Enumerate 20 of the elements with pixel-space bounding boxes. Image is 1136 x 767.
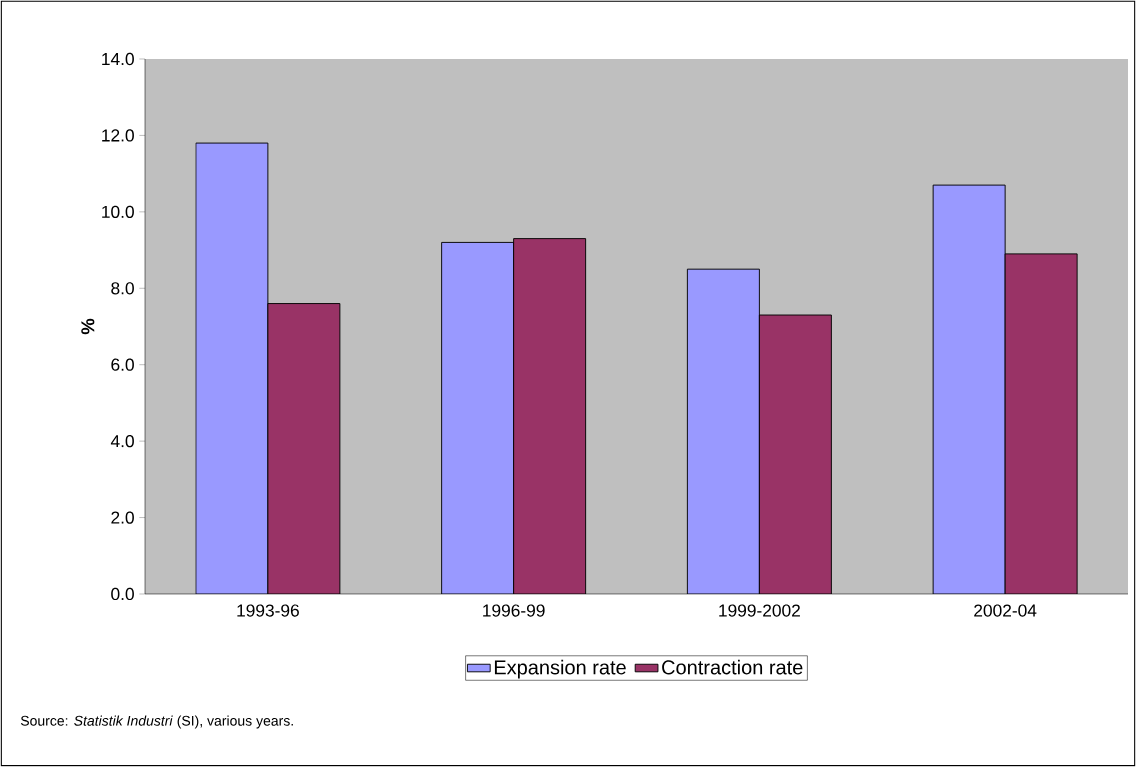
x-tick-label: 1996-99 — [483, 604, 545, 617]
bar — [1004, 253, 1078, 594]
legend-label: Contraction rate — [662, 659, 803, 675]
x-tick-label: 1993-96 — [237, 604, 299, 617]
legend-label: Expansion rate — [494, 659, 626, 679]
y-tick-label: 6.0 — [111, 358, 134, 371]
y-tick-label: 0.0 — [111, 587, 134, 601]
y-tick-label: 12.0 — [102, 129, 134, 142]
y-tick-label: 4.0 — [110, 434, 134, 448]
source-note: Source: Statistik Industri (SI), various years. — [20, 715, 293, 729]
y-tick-label: 10.0 — [102, 205, 134, 218]
x-tick-label: 2002-04 — [974, 604, 1037, 617]
bar — [513, 238, 587, 594]
y-tick-label: 8.0 — [111, 282, 134, 295]
y-axis-title: % — [81, 318, 95, 335]
bar — [758, 314, 832, 594]
y-tick-label: 2.0 — [111, 511, 134, 524]
x-tick-label: 1999-2002 — [719, 604, 800, 617]
y-tick-label: 14.0 — [102, 52, 134, 66]
bar — [267, 303, 341, 594]
